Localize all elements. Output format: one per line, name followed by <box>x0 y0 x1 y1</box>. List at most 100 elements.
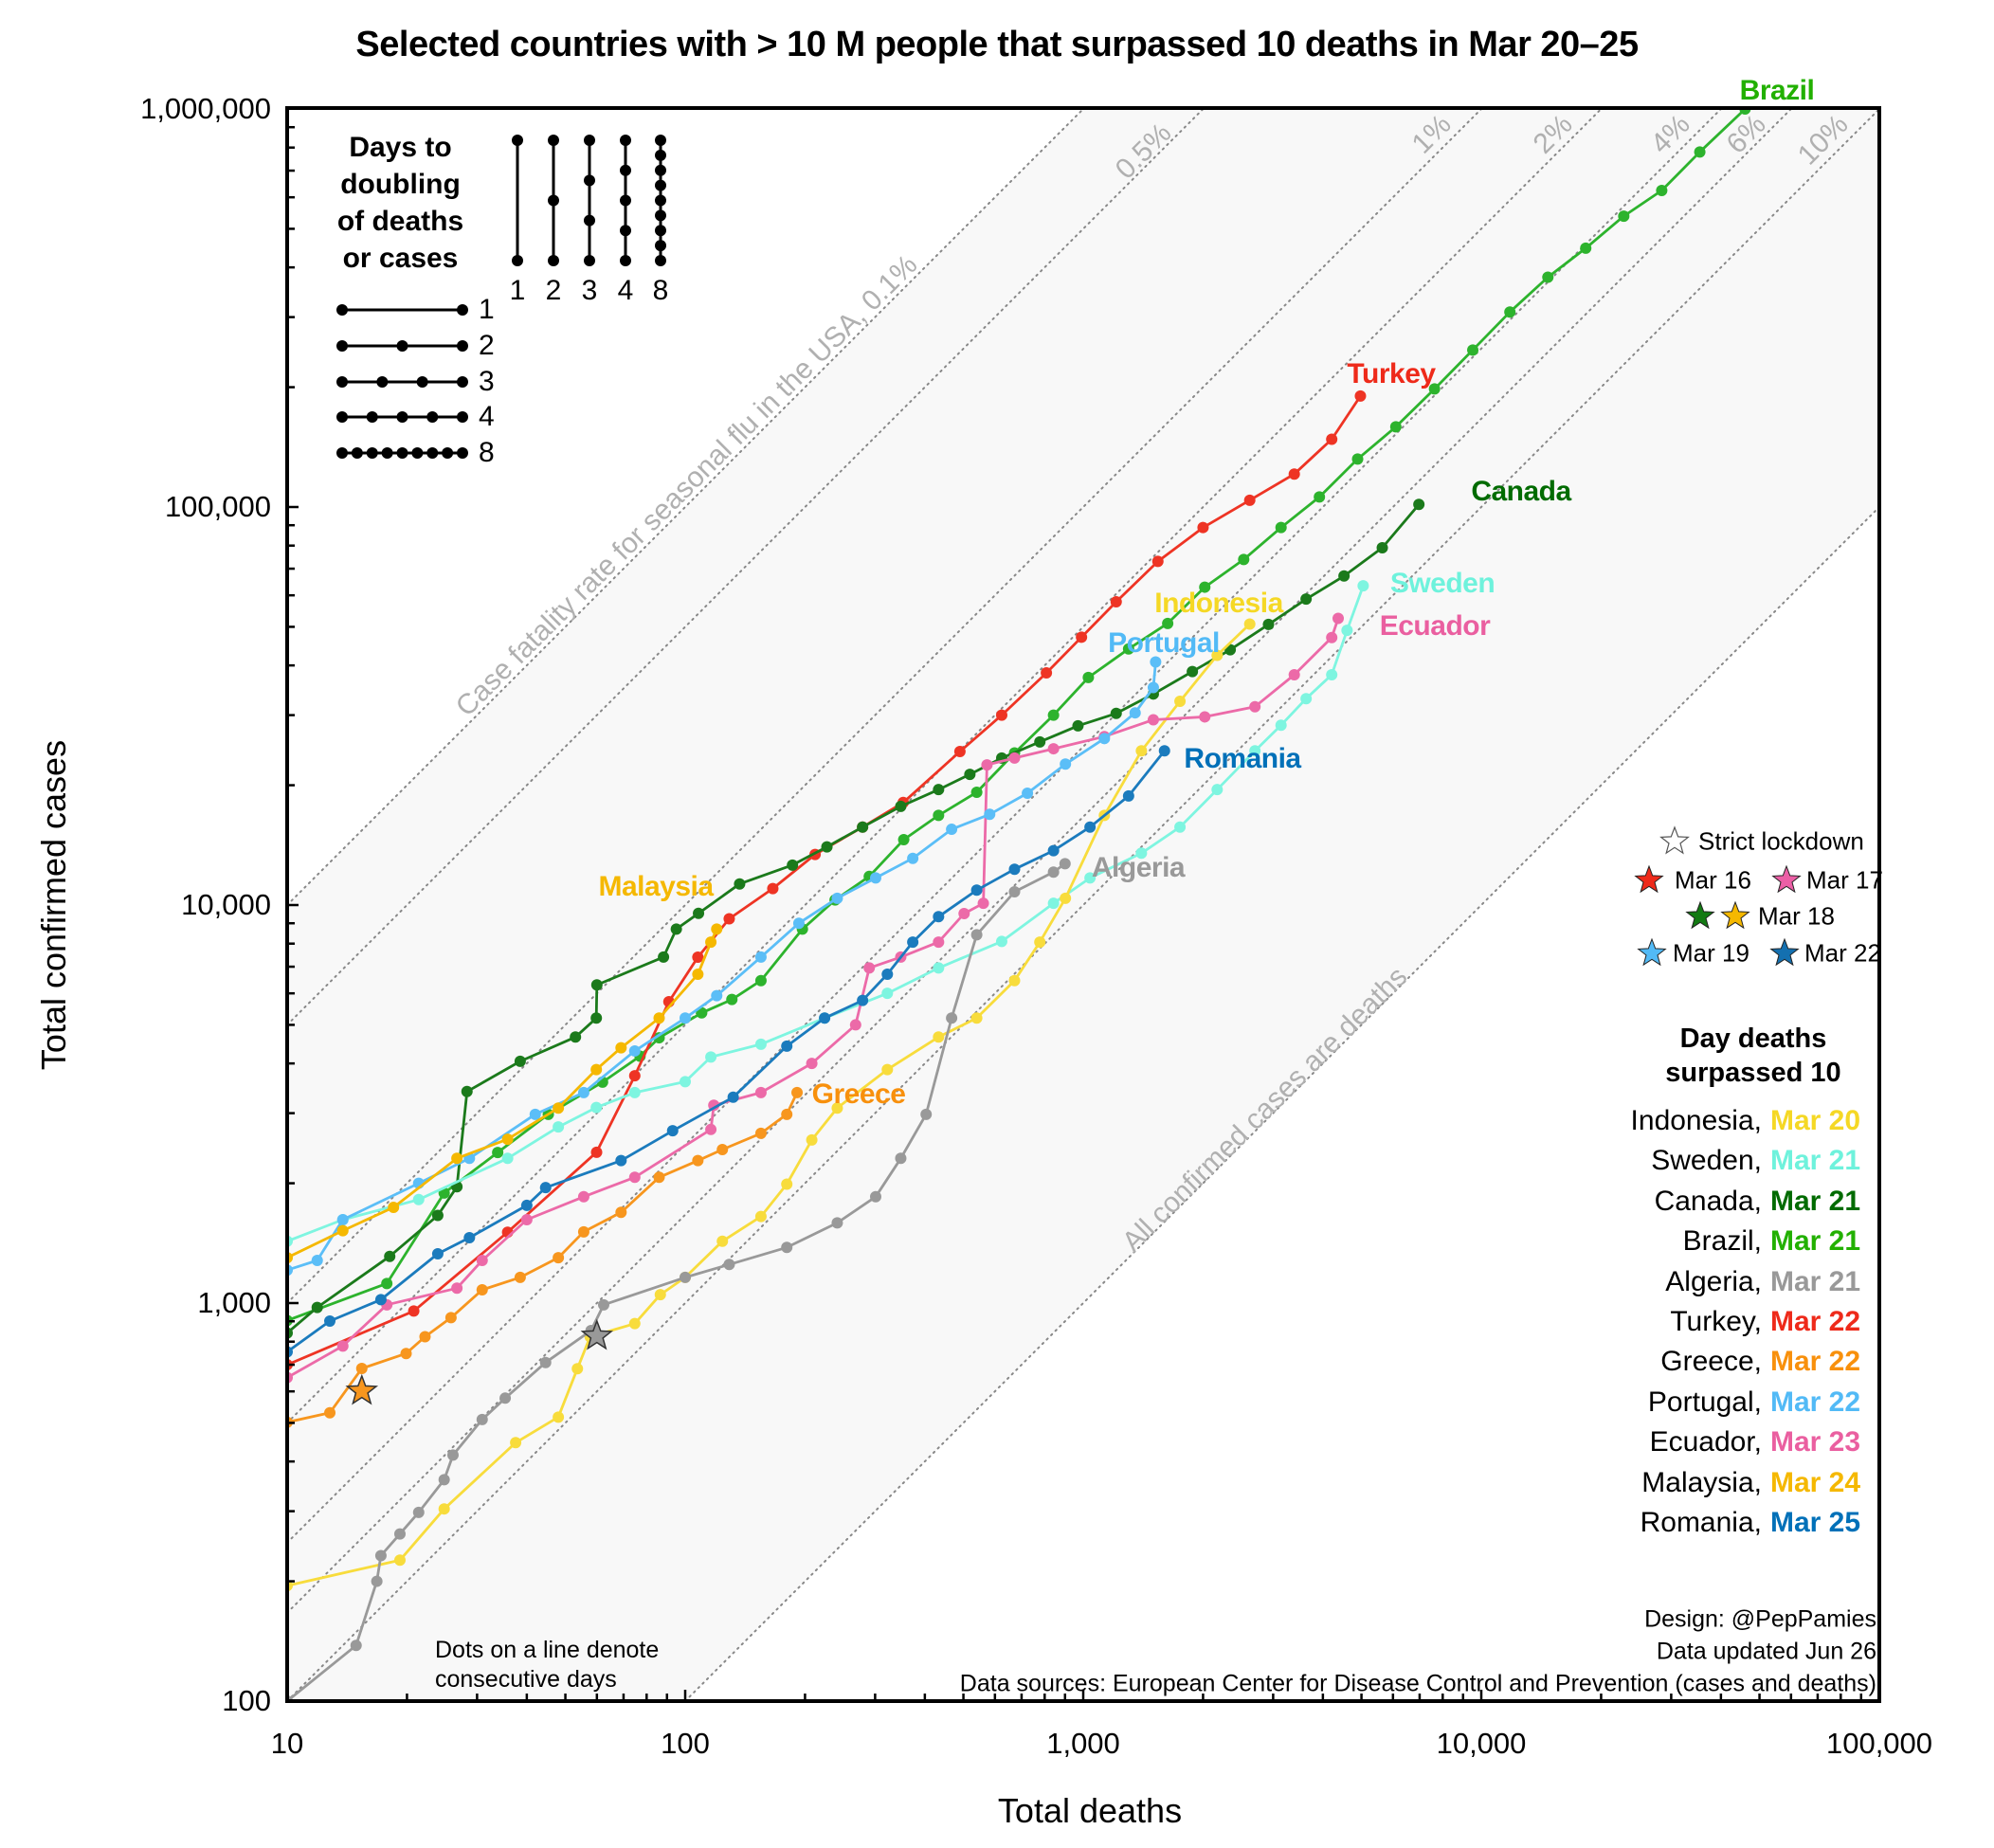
doubling-legend-dot <box>411 447 424 459</box>
data-point-algeria <box>1059 858 1071 870</box>
data-point-sweden <box>590 1101 603 1114</box>
data-point-brazil <box>381 1277 393 1290</box>
surpassed-date: Mar 22 <box>1770 1306 1861 1337</box>
data-point-brazil <box>1047 709 1060 721</box>
design-credit: Design: @PepPamies <box>1644 1605 1876 1633</box>
data-point-greece <box>419 1331 431 1343</box>
lockdown-legend-star-icon <box>1637 937 1667 967</box>
doubling-legend-dot <box>366 411 378 423</box>
data-point-brazil <box>1656 185 1668 197</box>
surpassed-country: Portugal, <box>1647 1386 1762 1418</box>
data-point-turkey <box>1110 595 1122 607</box>
data-point-algeria <box>781 1241 793 1254</box>
data-point-portugal <box>1060 758 1072 770</box>
doubling-legend-dot <box>584 135 595 146</box>
data-point-ecuador <box>754 1086 767 1098</box>
data-point-algeria <box>970 929 983 941</box>
data-point-brazil <box>492 1147 504 1159</box>
data-point-portugal <box>869 872 881 884</box>
lockdown-legend-entry: Mar 22 <box>1804 938 1881 968</box>
doubling-legend-vertical-label: 8 <box>652 275 669 306</box>
country-label-ecuador: Ecuador <box>1379 610 1491 642</box>
cfr-line <box>287 108 1879 1701</box>
data-point-sweden <box>1249 745 1261 757</box>
doubling-legend-dot <box>426 447 439 459</box>
data-point-ecuador <box>958 907 970 919</box>
data-point-algeria <box>895 1152 907 1165</box>
doubling-legend-dot <box>655 225 666 237</box>
data-point-indonesia <box>393 1554 406 1567</box>
surpassed-country: Algeria, <box>1665 1265 1762 1297</box>
data-point-algeria <box>476 1413 488 1425</box>
data-point-romania <box>666 1125 679 1137</box>
data-point-romania <box>907 936 919 949</box>
doubling-legend-horizontal-label: 2 <box>479 330 495 361</box>
data-point-malaysia <box>451 1152 463 1165</box>
surpassed-country: Brazil, <box>1682 1225 1762 1258</box>
data-point-sweden <box>1357 580 1369 592</box>
doubling-legend-dot <box>655 209 666 222</box>
data-point-brazil <box>1162 617 1174 629</box>
lockdown-legend-star-icon <box>1771 864 1802 894</box>
data-point-sweden <box>1047 897 1060 910</box>
surpassed-date: Mar 21 <box>1770 1185 1861 1217</box>
data-point-algeria <box>499 1392 512 1404</box>
country-label-canada: Canada <box>1471 476 1571 507</box>
chart-title: Selected countries with > 10 M people th… <box>355 25 1639 64</box>
data-point-brazil <box>897 833 910 845</box>
data-point-portugal <box>1129 707 1141 719</box>
doubling-legend-dot <box>584 255 595 266</box>
surpassed-date: Mar 22 <box>1770 1346 1861 1378</box>
data-point-romania <box>520 1199 533 1211</box>
data-point-portugal <box>1150 656 1162 668</box>
data-point-algeria <box>831 1217 843 1229</box>
data-point-ecuador <box>806 1058 818 1070</box>
data-point-portugal <box>336 1214 349 1226</box>
data-point-ecuador <box>1326 631 1338 643</box>
data-point-canada <box>1300 593 1313 606</box>
data-point-portugal <box>946 824 958 836</box>
data-point-brazil <box>726 993 738 1006</box>
data-point-greece <box>781 1108 793 1120</box>
series-indonesia <box>287 618 1256 1592</box>
data-point-canada <box>311 1301 323 1314</box>
cfr-line <box>287 108 1603 1424</box>
data-point-malaysia <box>336 1224 349 1237</box>
data-point-algeria <box>350 1640 362 1652</box>
series-ecuador <box>287 612 1345 1384</box>
data-point-sweden <box>501 1152 514 1165</box>
series-line-ecuador <box>287 618 1340 1379</box>
lockdown-legend-star-icon <box>1634 864 1664 894</box>
data-point-algeria <box>393 1528 406 1540</box>
data-point-greece <box>476 1283 488 1295</box>
data-point-brazil <box>1122 643 1134 655</box>
data-point-romania <box>881 969 894 981</box>
data-point-portugal <box>907 852 919 864</box>
country-label-indonesia: Indonesia <box>1154 588 1283 619</box>
data-point-portugal <box>577 1086 589 1098</box>
doubling-legend-dot <box>396 447 408 459</box>
doubling-legend-dot <box>396 411 408 423</box>
data-point-brazil <box>1275 521 1287 534</box>
series-brazil <box>287 108 1751 1327</box>
data-point-indonesia <box>1060 892 1072 904</box>
data-point-ecuador <box>933 936 945 949</box>
data-point-ecuador <box>1008 752 1021 764</box>
data-point-turkey <box>628 1070 641 1082</box>
data-point-canada <box>1110 707 1122 719</box>
data-point-romania <box>781 1040 793 1052</box>
data-point-indonesia <box>654 1289 666 1301</box>
data-point-ecuador <box>628 1171 641 1184</box>
data-point-ecuador <box>1332 612 1345 625</box>
data-point-greece <box>400 1348 412 1360</box>
surpassed-row: Indonesia, Mar 20 <box>1422 1105 1876 1137</box>
data-point-brazil <box>1580 242 1592 254</box>
data-point-malaysia <box>692 969 704 981</box>
surpassed-row: Ecuador, Mar 23 <box>1422 1426 1876 1458</box>
data-point-indonesia <box>881 1063 894 1076</box>
doubling-legend-dot <box>457 447 468 459</box>
series-portugal <box>287 656 1162 1277</box>
data-point-indonesia <box>754 1210 767 1223</box>
data-point-romania <box>1084 821 1097 833</box>
lockdown-legend-star-icon <box>1769 937 1800 967</box>
